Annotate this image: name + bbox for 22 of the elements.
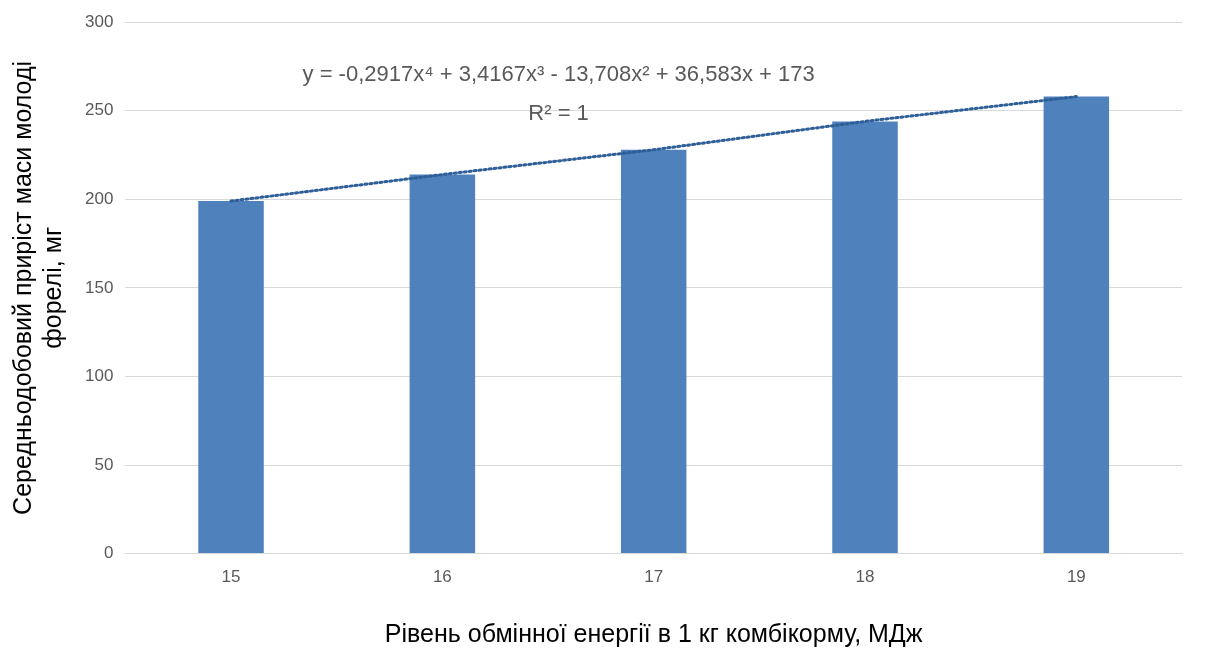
bar <box>1043 96 1110 554</box>
annotation: y = -0,2917x⁴ + 3,4167x³ - 13,708x² + 36,583x + 173 <box>302 61 815 87</box>
y-tick-label: 0 <box>103 543 114 563</box>
y-tick-label: 200 <box>84 189 114 209</box>
y-tick-label: 50 <box>94 454 114 474</box>
line-series <box>229 95 1078 203</box>
x-tick-label: 18 <box>855 567 875 587</box>
x-tick-label: 15 <box>221 567 241 587</box>
y-tick-label: 250 <box>84 100 114 120</box>
bar <box>198 201 264 554</box>
bar <box>832 121 898 554</box>
bar <box>409 174 476 554</box>
x-tick-label: 17 <box>644 567 664 587</box>
annotation: R² = 1 <box>528 100 589 126</box>
x-tick-label: 16 <box>432 567 452 587</box>
x-tick-label: 19 <box>1066 567 1086 587</box>
y-tick-label: 300 <box>84 11 114 31</box>
y-tick-label: 100 <box>84 366 114 386</box>
bar <box>620 149 687 554</box>
y-tick-label: 150 <box>84 277 114 297</box>
x-axis-title: Рівень обмінної енергії в 1 кг комбікорму, МДж <box>384 618 923 647</box>
y-axis-title: Середньодобовий приріст маси молоді форелі, мг <box>7 60 66 515</box>
